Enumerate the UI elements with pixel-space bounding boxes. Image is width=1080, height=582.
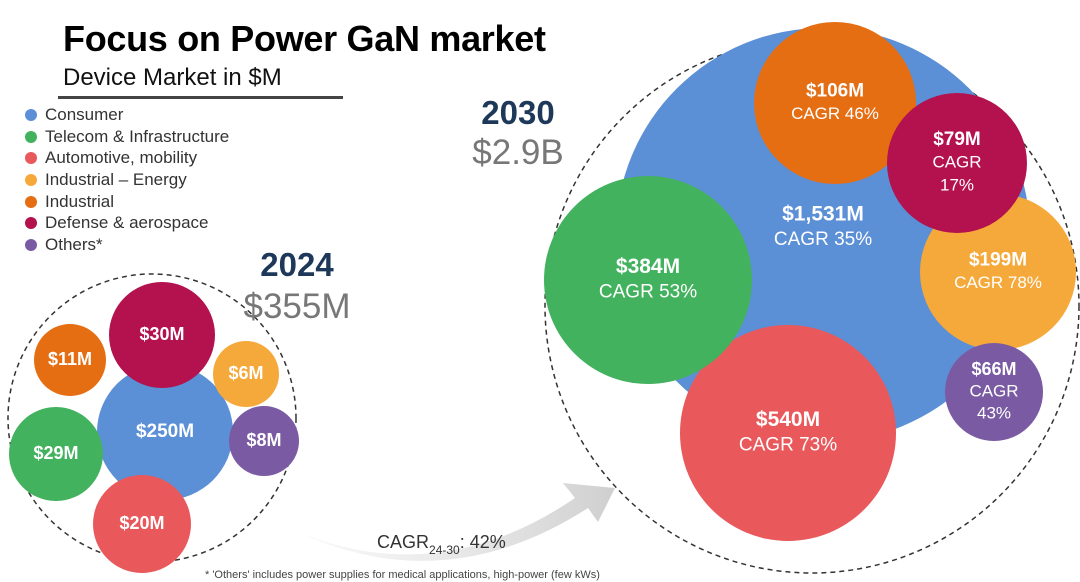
bubble-cagr-label: 43% xyxy=(977,403,1011,422)
bubble-2024-telecom-infrastructure xyxy=(9,407,103,501)
legend-swatch xyxy=(25,217,37,230)
bubble-value-label: $11M xyxy=(48,349,92,369)
legend-item-telecom: Telecom & Infrastructure xyxy=(25,126,229,148)
legend-label: Industrial – Energy xyxy=(45,169,187,189)
page-title: Focus on Power GaN market xyxy=(63,18,546,59)
bubble-cagr-label: CAGR xyxy=(969,381,1018,400)
cagr-arrow-label: CAGR24-30: 42% xyxy=(377,532,506,557)
bubble-value-label: $29M xyxy=(33,443,78,463)
legend-label: Defense & aerospace xyxy=(45,213,209,233)
bubble-cagr-label: CAGR 78% xyxy=(954,273,1042,292)
bubble-2024-industrial xyxy=(34,324,106,396)
legend-swatch xyxy=(25,130,37,143)
bubble-value-label: $6M xyxy=(228,363,263,383)
legend-label: Others* xyxy=(45,234,103,254)
bubble-value-label: $106M xyxy=(806,81,864,102)
bubble-2030-others xyxy=(945,343,1043,441)
legend-swatch xyxy=(25,152,37,165)
bubble-cagr-label: CAGR 53% xyxy=(599,282,697,303)
legend-label: Industrial xyxy=(45,191,114,211)
year-label-2024: 2024 xyxy=(260,246,334,283)
page-subtitle: Device Market in $M xyxy=(63,64,282,91)
legend-item-industrial-energy: Industrial – Energy xyxy=(25,169,229,191)
bubbles-2030: $1,531M CAGR 35% $540M CAGR 73% $384M CAGR 53… xyxy=(544,22,1076,541)
bubble-2024-others xyxy=(229,406,299,476)
bubble-2024-industrial-energy xyxy=(213,341,279,407)
bubble-2024-defense-aerospace xyxy=(109,282,215,388)
bubble-cagr-label: 17% xyxy=(940,175,974,194)
legend-swatch xyxy=(25,173,37,186)
bubble-2030-telecom-infrastructure xyxy=(544,176,752,384)
legend-item-others: Others* xyxy=(25,234,229,256)
legend-swatch xyxy=(25,195,37,208)
legend-item-industrial: Industrial xyxy=(25,191,229,213)
bubble-value-label: $8M xyxy=(246,430,281,450)
subtitle-underline xyxy=(58,96,343,99)
bubble-value-label: $20M xyxy=(119,513,164,533)
bubble-cagr-label: CAGR 46% xyxy=(791,104,879,123)
legend: Consumer Telecom & Infrastructure Automo… xyxy=(25,104,229,256)
bubble-cagr-label: CAGR xyxy=(932,152,981,171)
bubble-value-label: $384M xyxy=(616,255,680,278)
bubble-cagr-label: CAGR 35% xyxy=(774,229,872,250)
legend-item-automotive: Automotive, mobility xyxy=(25,147,229,169)
bubble-2030-industrial-energy xyxy=(920,194,1076,350)
bubble-2024-automotive-mobility xyxy=(93,475,191,573)
footnote: * 'Others' includes power supplies for m… xyxy=(205,569,600,581)
total-label-2030: $2.9B xyxy=(472,133,563,172)
bubble-value-label: $199M xyxy=(969,250,1027,271)
legend-label: Automotive, mobility xyxy=(45,148,198,168)
bubbles-2024: $250M $30M $29M $20M $11M $8M $6M xyxy=(9,282,299,573)
total-label-2024: $355M xyxy=(243,287,350,326)
growth-arrow xyxy=(298,483,615,561)
bubble-2030-defense-aerospace xyxy=(887,93,1027,233)
bubble-value-label: $540M xyxy=(756,408,820,431)
legend-label: Consumer xyxy=(45,104,124,124)
bubble-value-label: $250M xyxy=(136,421,194,442)
bubble-2024-consumer xyxy=(97,364,233,500)
bubble-value-label: $1,531M xyxy=(782,203,864,226)
legend-item-consumer: Consumer xyxy=(25,104,229,126)
bubble-value-label: $79M xyxy=(933,129,981,150)
bubble-cagr-label: CAGR 73% xyxy=(739,435,837,456)
bubble-2030-industrial xyxy=(754,22,916,184)
year-label-2030: 2030 xyxy=(481,94,554,131)
legend-swatch xyxy=(25,108,37,121)
legend-item-defense: Defense & aerospace xyxy=(25,212,229,234)
cluster-2030-boundary xyxy=(544,38,1080,574)
bubble-2030-automotive-mobility xyxy=(680,325,896,541)
legend-swatch xyxy=(25,238,37,251)
bubble-value-label: $66M xyxy=(971,359,1016,379)
bubble-value-label: $30M xyxy=(139,324,184,344)
legend-label: Telecom & Infrastructure xyxy=(45,126,230,146)
